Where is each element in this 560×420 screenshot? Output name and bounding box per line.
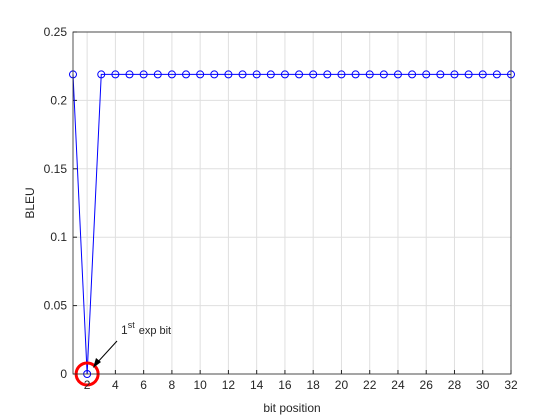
y-tick-label: 0.2: [50, 93, 67, 107]
data-point: [408, 70, 417, 79]
annotation-arrowhead: [93, 358, 101, 368]
data-line: [72, 73, 511, 375]
x-tick-label: 12: [222, 378, 236, 392]
data-point: [210, 70, 219, 79]
data-point: [125, 70, 134, 79]
y-tick-label: 0.15: [44, 162, 68, 176]
x-tick-label: 28: [448, 378, 462, 392]
data-point: [323, 70, 332, 79]
x-tick-label: 6: [140, 378, 147, 392]
x-tick-label: 16: [278, 378, 292, 392]
y-tick-label: 0: [60, 367, 67, 381]
data-point: [266, 70, 275, 79]
data-point: [182, 70, 191, 79]
data-point: [139, 70, 148, 79]
data-point: [224, 70, 233, 79]
data-point: [111, 70, 120, 79]
data-point: [351, 70, 360, 79]
x-tick-label: 26: [420, 378, 434, 392]
data-point: [97, 70, 106, 79]
data-point: [450, 70, 459, 79]
data-point: [492, 70, 501, 79]
x-tick-label: 32: [504, 378, 518, 392]
x-tick-label: 10: [193, 378, 207, 392]
x-axis-label: bit position: [263, 401, 320, 415]
labels: 00.050.10.150.20.252 4 6 8 10 12 14 16 18 20 22 24 2…: [44, 25, 518, 392]
annotation-sup: st: [128, 320, 136, 330]
data-point: [153, 70, 162, 79]
data-point: [280, 70, 289, 79]
y-tick-label: 0.25: [44, 25, 68, 39]
x-tick-label: 22: [363, 378, 377, 392]
y-tick-label: 0.1: [50, 230, 67, 244]
annotation-arrow: [95, 340, 118, 365]
x-tick-label: 4: [112, 378, 119, 392]
x-tick-label: 24: [391, 378, 405, 392]
data-point: [337, 70, 346, 79]
data-point: [422, 70, 431, 79]
data-point: [295, 70, 304, 79]
x-tick-label: 2: [84, 378, 91, 392]
data-point: [196, 70, 205, 79]
data-point: [436, 70, 445, 79]
data-point: [379, 70, 388, 79]
data-point: [393, 70, 402, 79]
data-point: [464, 70, 473, 79]
data-point: [167, 70, 176, 79]
annotation-rest: exp bit: [139, 325, 171, 337]
axes-box: [72, 31, 512, 375]
y-axis-label: BLEU: [23, 187, 37, 218]
x-tick-label: 8: [169, 378, 176, 392]
x-tick-label: 14: [250, 378, 264, 392]
x-tick-label: 18: [307, 378, 321, 392]
data-point: [365, 70, 374, 79]
x-tick-label: 30: [476, 378, 490, 392]
x-tick-label: 20: [335, 378, 349, 392]
annotation: 1st exp bit: [121, 320, 171, 337]
plot-area: [73, 32, 511, 374]
data-point: [478, 70, 487, 79]
annotation-base: 1: [121, 323, 128, 337]
y-tick-label: 0.05: [44, 299, 68, 313]
data-point: [238, 70, 247, 79]
data-point: [309, 70, 318, 79]
data-point: [252, 70, 261, 79]
